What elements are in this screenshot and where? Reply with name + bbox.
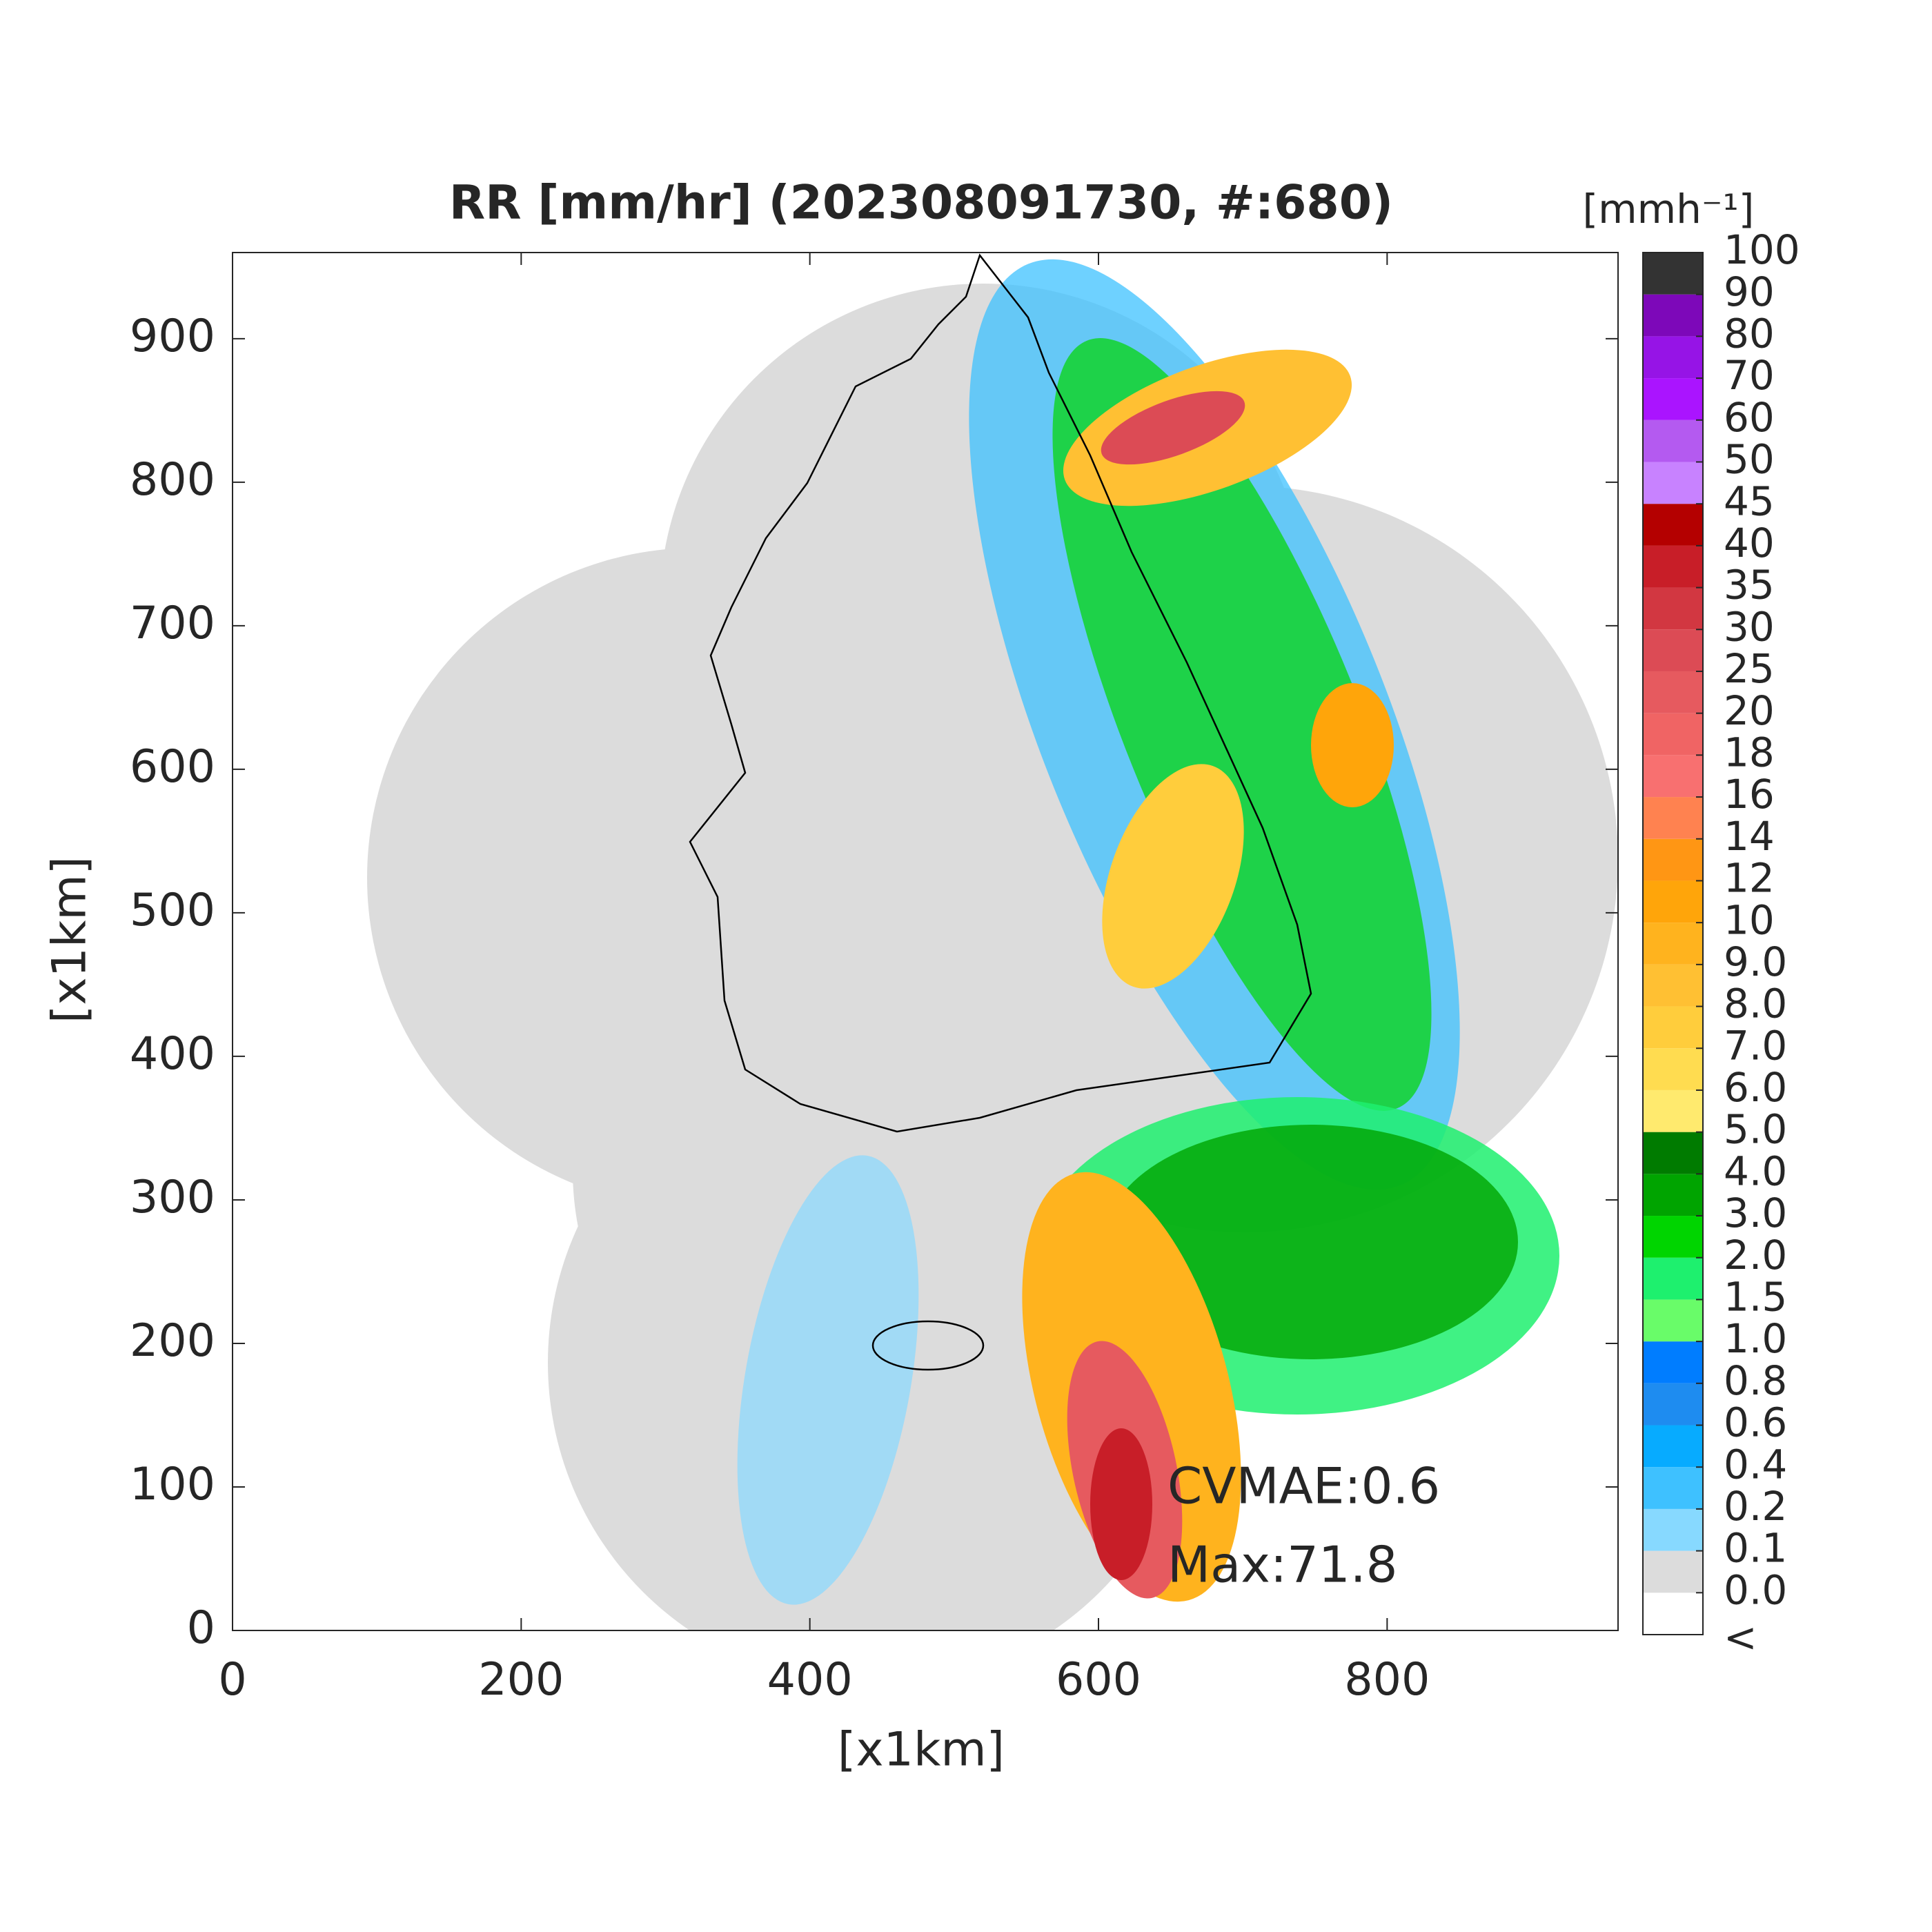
y-tick-label: 0 [187,1602,215,1654]
colorbar-tick-label: 90 [1724,268,1775,315]
colorbar-segment [1643,336,1703,379]
colorbar-frame [1642,252,1704,1635]
colorbar-tick-label: 80 [1724,310,1775,357]
colorbar-segment [1643,964,1703,1007]
y-tick-label: 900 [130,310,215,362]
colorbar-tick-label: 7.0 [1724,1022,1787,1069]
y-tick-label: 600 [130,741,215,793]
colorbar-tick-label: 0.4 [1724,1441,1787,1488]
colorbar-segment [1643,1425,1703,1468]
colorbar-tick-label: 1.5 [1724,1274,1787,1321]
colorbar-tick-label: < [1724,1614,1757,1661]
y-tick-label: 700 [130,598,215,649]
colorbar-segment [1643,880,1703,923]
colorbar-segment [1643,629,1703,671]
annotation: Max:71.8 [1167,1536,1397,1594]
annotation: CVMAE:0.6 [1167,1457,1440,1515]
y-tick-label: 100 [130,1459,215,1510]
colorbar-segment [1643,253,1703,295]
colorbar-tick-label: 100 [1724,226,1800,273]
colorbar-tick-label: 0.2 [1724,1483,1787,1530]
colorbar-segment [1643,713,1703,756]
colorbar-segment [1643,1174,1703,1216]
x-axis-label: [x1km] [838,1723,1005,1777]
colorbar-segment [1643,755,1703,798]
colorbar-tick-label: 0.0 [1724,1566,1787,1613]
colorbar-tick-label: 30 [1724,603,1775,650]
colorbar-segment [1643,545,1703,588]
colorbar-tick-label: 70 [1724,352,1775,399]
y-tick-label: 200 [130,1315,215,1367]
colorbar-tick-label: 45 [1724,477,1775,524]
colorbar-tick-label: 60 [1724,394,1775,441]
colorbar-tick-label: 6.0 [1724,1064,1787,1111]
colorbar-tick-label: 12 [1724,855,1775,902]
colorbar-segment [1643,462,1703,504]
x-tick-label: 400 [767,1654,853,1706]
plot-frame [232,252,1619,1631]
colorbar-segment [1643,1467,1703,1509]
colorbar-segment [1643,1132,1703,1174]
colorbar-tick-label: 25 [1724,645,1775,692]
colorbar-segment [1643,1341,1703,1383]
precipitation [737,259,1559,1605]
colorbar-tick-label: 14 [1724,813,1775,860]
x-tick-label: 0 [218,1654,246,1706]
colorbar-segment [1643,797,1703,839]
colorbar-tick-label: 1.0 [1724,1315,1787,1362]
y-tick-label: 800 [130,454,215,506]
coastline [689,253,1312,1133]
y-tick-label: 500 [130,885,215,936]
colorbar-segment [1643,420,1703,462]
colorbar-segment [1643,1090,1703,1132]
colorbar-segment [1643,838,1703,881]
x-tick-label: 800 [1344,1654,1430,1706]
colorbar-tick-label: 18 [1724,729,1775,776]
colorbar-segment [1643,1048,1703,1090]
colorbar-tick-label: 10 [1724,896,1775,943]
colorbar-tick-label: 2.0 [1724,1232,1787,1279]
colorbar-tick-label: 5.0 [1724,1106,1787,1153]
colorbar-tick-label: 9.0 [1724,938,1787,985]
x-tick-label: 600 [1056,1654,1141,1706]
colorbar-segment [1643,1006,1703,1049]
y-tick-label: 300 [130,1172,215,1223]
colorbar-tick-label: 0.8 [1724,1357,1787,1404]
x-tick-label: 200 [478,1654,564,1706]
colorbar-segment [1643,504,1703,546]
colorbar-segment [1643,1593,1703,1635]
y-axis-label: [x1km] [43,856,97,1023]
colorbar-segment [1643,1508,1703,1551]
colorbar-tick-label: 4.0 [1724,1147,1787,1194]
colorbar-segment [1643,1216,1703,1258]
colorbar-segment [1643,587,1703,630]
colorbar-segment [1643,1257,1703,1300]
colorbar-tick-label: 35 [1724,562,1775,609]
colorbar-label: [mmh⁻¹] [1583,186,1755,233]
island [871,1320,985,1371]
colorbar-segment [1643,1299,1703,1342]
y-tick-label: 400 [130,1028,215,1080]
colorbar-segment [1643,378,1703,420]
chart-title: RR [mm/hr] (202308091730, #:680) [449,176,1393,230]
colorbar-tick-label: 50 [1724,436,1775,483]
colorbar-tick-label: 3.0 [1724,1190,1787,1236]
colorbar-tick-label: 40 [1724,520,1775,566]
colorbar-segment [1643,671,1703,713]
colorbar-tick-label: 20 [1724,687,1775,734]
radar-field [367,253,1618,1630]
colorbar-segment [1643,923,1703,965]
colorbar-tick-label: 0.6 [1724,1399,1787,1446]
colorbar-tick-label: 8.0 [1724,980,1787,1027]
colorbar-segment [1643,1550,1703,1593]
colorbar-segment [1643,294,1703,337]
colorbar-tick-label: 16 [1724,771,1775,818]
colorbar-tick-label: 0.1 [1724,1525,1787,1572]
colorbar-segment [1643,1383,1703,1426]
